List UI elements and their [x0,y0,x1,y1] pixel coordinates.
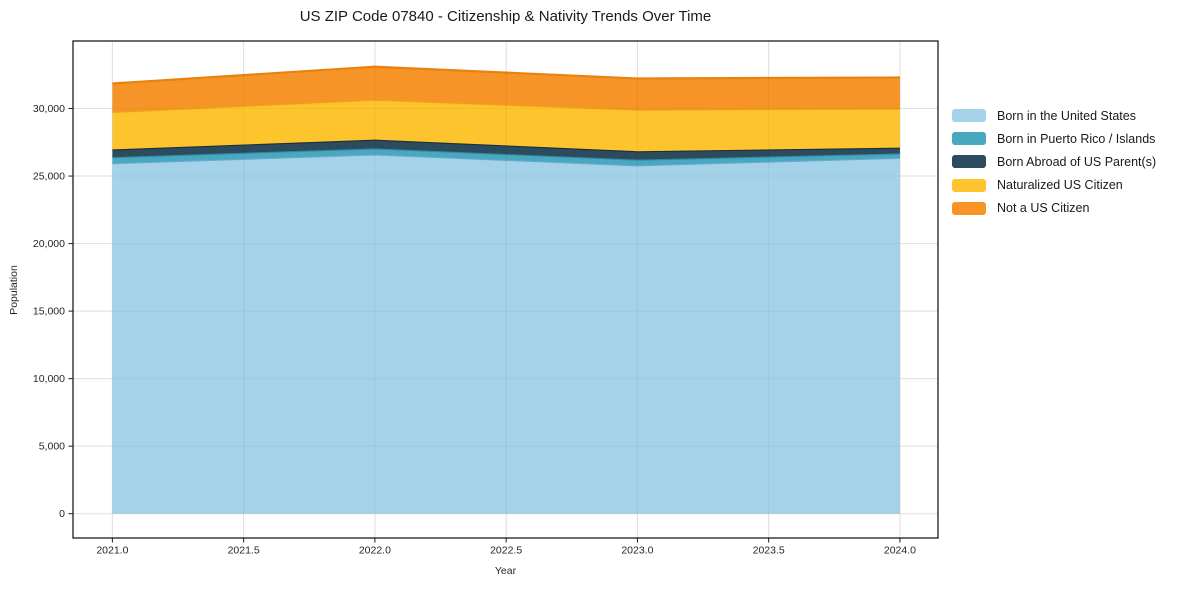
legend-item-born-in-puerto-rico: Born in Puerto Rico / Islands [952,127,1156,150]
area-series [112,65,900,514]
plot-border [72,40,939,539]
y-tick-label: 25,000 [33,171,65,183]
legend-item-born-abroad: Born Abroad of US Parent(s) [952,150,1156,173]
legend-swatch-not-a-citizen [952,201,986,215]
chart-title: US ZIP Code 07840 - Citizenship & Nativi… [299,8,712,25]
x-tick-label: 2024.0 [884,545,916,557]
legend-label-born-abroad: Born Abroad of US Parent(s) [997,154,1157,169]
legend-swatch-born-in-puerto-rico [952,132,986,146]
y-tick-label: 20,000 [33,238,65,250]
x-tick-label: 2022.5 [490,545,522,557]
y-tick-label: 10,000 [33,373,65,385]
y-tick-label: 30,000 [33,103,65,115]
legend-item-born-in-us: Born in the United States [952,104,1156,127]
legend-label-born-in-puerto-rico: Born in Puerto Rico / Islands [997,131,1156,146]
x-tick-label: 2023.0 [621,545,653,557]
area-3 [112,99,900,152]
x-tick-label: 2021.0 [96,545,128,557]
area-edge-4 [112,65,900,85]
x-tick-label: 2023.5 [753,545,785,557]
legend-swatch-naturalized [952,178,986,192]
legend-label-born-in-us: Born in the United States [997,108,1136,123]
legend-swatch-born-in-us [952,109,986,123]
y-tick-label: 5,000 [39,441,65,453]
x-tick-label: 2021.5 [228,545,260,557]
legend-item-not-a-citizen: Not a US Citizen [952,197,1156,220]
area-1 [112,148,900,166]
axis-ticks: 0 5,000 10,000 15,000 20,000 25,000 30,000 2021… [33,103,916,556]
y-tick-label: 0 [59,508,65,520]
legend-label-naturalized: Naturalized US Citizen [997,178,1123,193]
y-tick-label: 15,000 [33,306,65,318]
x-tick-label: 2022.0 [359,545,391,557]
legend-label-not-a-citizen: Not a US Citizen [997,201,1090,216]
legend-item-naturalized: Naturalized US Citizen [952,174,1156,197]
legend-swatch-born-abroad [952,155,986,169]
area-2 [112,139,900,160]
area-0 [112,154,900,514]
area-4 [112,66,900,112]
x-axis-label: Year [494,565,517,577]
legend: Born in the United States Born in Puerto… [952,104,1156,220]
gridlines-overlay [73,41,938,538]
